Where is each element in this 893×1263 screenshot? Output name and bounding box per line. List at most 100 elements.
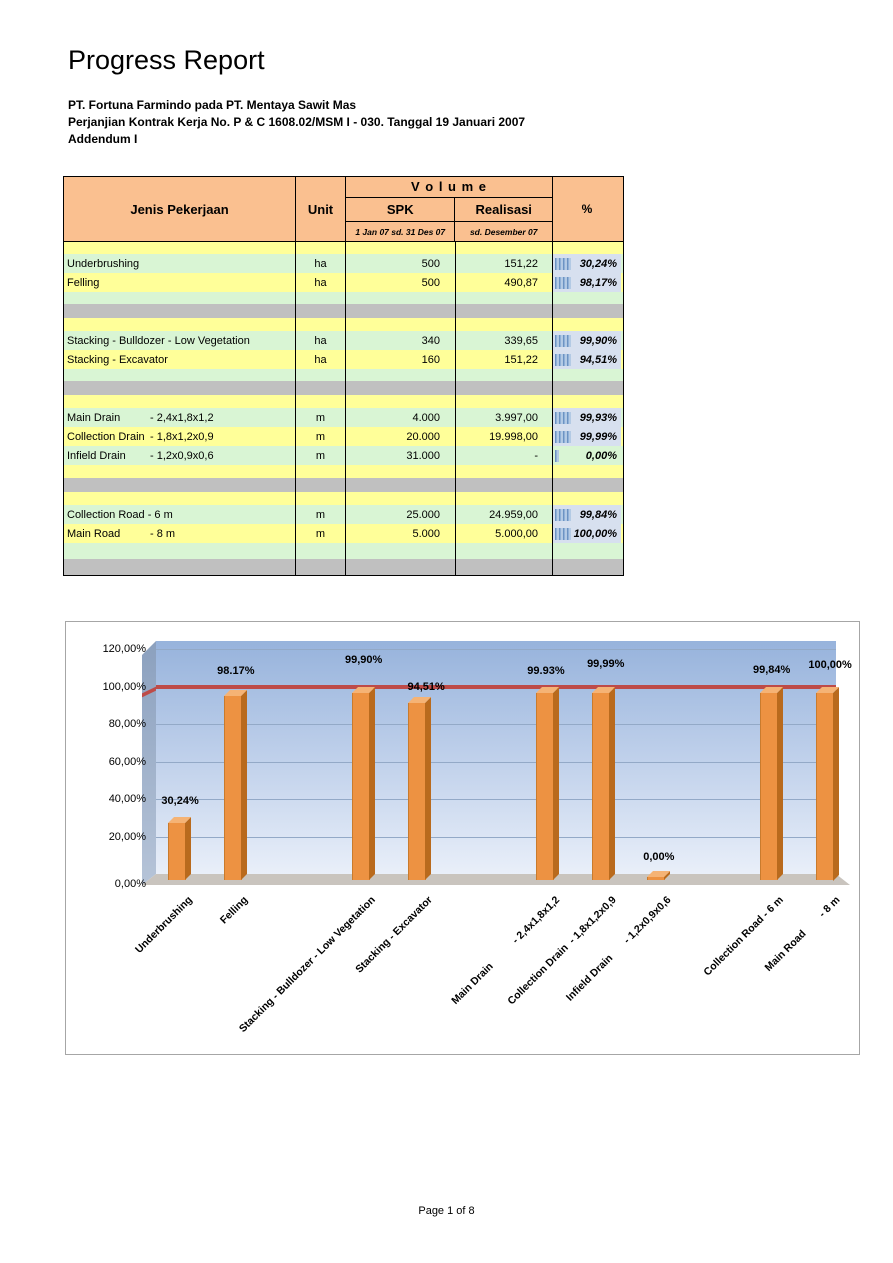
- realisasi-cell: [456, 304, 553, 318]
- percent-cell: [553, 559, 621, 575]
- unit-cell: [296, 292, 346, 304]
- spk-cell: 25.000: [346, 505, 456, 524]
- bar-side-face: [833, 686, 839, 880]
- percent-cell: [553, 492, 621, 505]
- spk-cell: [346, 304, 456, 318]
- jenis-cell: [64, 369, 296, 381]
- table-row: Felling ha 500 490,87 98,17%: [64, 273, 623, 292]
- table-spacer-row: [64, 369, 623, 381]
- progress-chart: 120,00% 100,00% 80,00% 60,00% 40,00% 20,00% 0,…: [65, 621, 860, 1055]
- bar-data-label: 99,99%: [587, 657, 625, 670]
- job-dimension: - 1,2x0,9x0,6: [150, 449, 214, 462]
- jenis-cell: [64, 242, 296, 254]
- job-name: Main Drain: [67, 411, 121, 424]
- table-spacer-row: [64, 559, 623, 575]
- job-name: Infield Drain: [67, 449, 126, 462]
- bar-side-face: [185, 817, 191, 880]
- chart-left-wall: [142, 641, 156, 885]
- jenis-cell: [64, 318, 296, 331]
- table-row: Infield Drain - 1,2x0,9x0,6 m 31.000- 0,00%: [64, 446, 623, 465]
- percent-cell: [553, 543, 621, 559]
- jenis-cell: Underbrushing: [64, 254, 296, 273]
- jenis-cell: [64, 478, 296, 492]
- spk-cell: 20.000: [346, 427, 456, 446]
- job-dimension: - 8 m: [150, 527, 176, 540]
- percent-cell: [553, 465, 621, 478]
- percent-cell: [553, 292, 621, 304]
- jenis-cell: [64, 465, 296, 478]
- table-row: Stacking - Bulldozer - Low Vegetation ha 3…: [64, 331, 623, 350]
- report-subheader: PT. Fortuna Farmindo pada PT. Mentaya Sa…: [68, 97, 525, 148]
- table-spacer-row: [64, 318, 623, 331]
- jenis-cell: [64, 559, 296, 575]
- bar: [408, 702, 426, 880]
- spk-cell: 5.000: [346, 524, 456, 543]
- y-axis-tick: 40,00%: [108, 793, 146, 805]
- y-axis-tick: 60,00%: [108, 755, 146, 768]
- table-row: Main Road - 8 m m 5.000 5.000,00 100,00%: [64, 524, 623, 543]
- spk-cell: [346, 369, 456, 381]
- unit-cell: m: [296, 427, 346, 446]
- unit-cell: [296, 304, 346, 318]
- category-label: Underbrushing: [132, 894, 195, 956]
- percent-cell: 94,51%: [553, 350, 621, 369]
- realisasi-cell: 151,22: [456, 350, 553, 369]
- spk-cell: 340: [346, 331, 456, 350]
- chart-plot-area: 120,00% 100,00% 80,00% 60,00% 40,00% 20,00% 0,…: [66, 622, 859, 1054]
- percent-mini-bar: [555, 508, 571, 521]
- unit-cell: [296, 395, 346, 408]
- unit-cell: m: [296, 446, 346, 465]
- realisasi-cell: [456, 292, 553, 304]
- bar-data-label: 100,00%: [808, 658, 852, 671]
- unit-cell: [296, 559, 346, 575]
- subtitle-addendum: Addendum I: [68, 132, 138, 146]
- chart-floor: [142, 874, 850, 885]
- y-axis-tick: 100,00%: [102, 680, 146, 693]
- spk-cell: 160: [346, 350, 456, 369]
- realisasi-cell: [456, 369, 553, 381]
- table-spacer-row: [64, 292, 623, 304]
- bar-side-face: [553, 686, 559, 880]
- realisasi-cell: 490,87: [456, 273, 553, 292]
- unit-cell: [296, 318, 346, 331]
- jenis-cell: Main Drain - 2,4x1,8x1,2: [64, 408, 296, 427]
- jenis-cell: Collection Drain - 1,8x1,2x0,9: [64, 427, 296, 446]
- percent-cell: [553, 304, 621, 318]
- table-spacer-row: [64, 465, 623, 478]
- y-axis-tick: 0,00%: [114, 878, 146, 890]
- percent-cell: [553, 478, 621, 492]
- table-spacer-row: [64, 478, 623, 492]
- percent-cell: [553, 369, 621, 381]
- bar: [224, 695, 242, 880]
- page-number: Page 1 of 8: [418, 1205, 475, 1217]
- table-header: Jenis Pekerjaan Unit V o l u m e SPK 1 J…: [64, 177, 623, 242]
- bar-data-label: 30,24%: [161, 795, 199, 808]
- jenis-cell: [64, 395, 296, 408]
- job-name: Felling: [67, 276, 100, 289]
- realisasi-cell: [456, 318, 553, 331]
- job-dimension: - 2,4x1,8x1,2: [150, 411, 214, 424]
- table-spacer-row: [64, 492, 623, 505]
- header-spk: SPK: [346, 198, 455, 222]
- spk-cell: 500: [346, 254, 456, 273]
- header-realisasi-group: Realisasi sd. Desember 07: [455, 198, 552, 241]
- unit-cell: ha: [296, 273, 346, 292]
- percent-cell: [553, 318, 621, 331]
- percent-mini-bar: [555, 449, 559, 462]
- realisasi-cell: [456, 242, 553, 254]
- percent-value: 0,00%: [585, 449, 617, 462]
- percent-cell: 0,00%: [553, 446, 621, 465]
- percent-value: 99,99%: [579, 430, 617, 443]
- spk-cell: 500: [346, 273, 456, 292]
- category-label: Infield Drain - 1,2x0,9x0,6: [563, 894, 674, 1004]
- unit-cell: ha: [296, 350, 346, 369]
- job-name: Underbrushing: [67, 257, 140, 270]
- realisasi-cell: [456, 465, 553, 478]
- spk-cell: 4.000: [346, 408, 456, 427]
- gridline: [156, 724, 836, 725]
- bar: [168, 823, 186, 880]
- percent-cell: 100,00%: [553, 524, 621, 543]
- unit-cell: [296, 492, 346, 505]
- spk-cell: [346, 478, 456, 492]
- bar-data-label: 99,90%: [345, 653, 383, 666]
